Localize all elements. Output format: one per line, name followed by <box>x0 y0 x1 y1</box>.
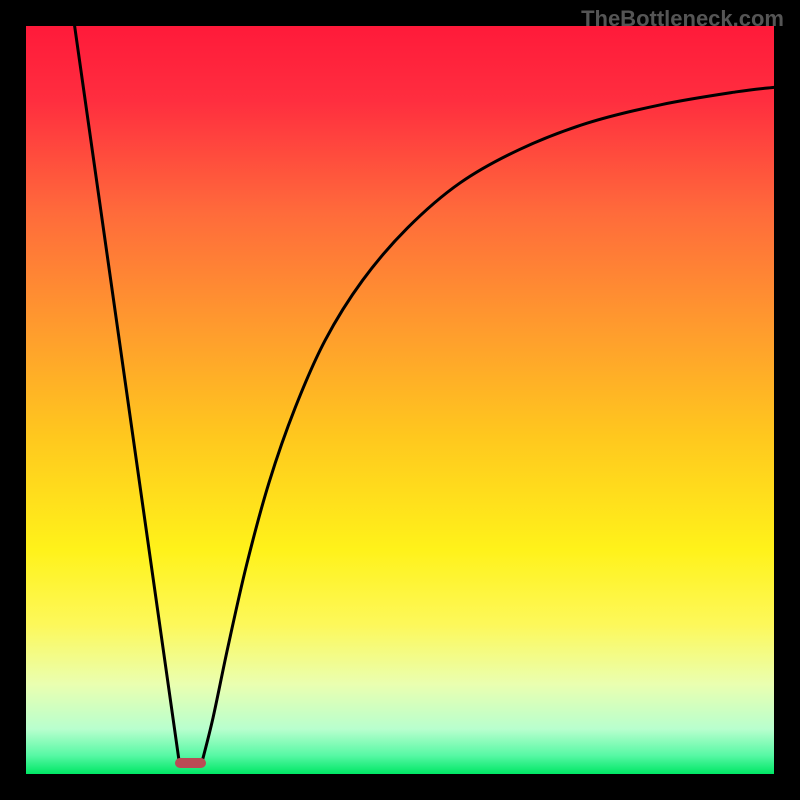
plot-area <box>26 26 774 774</box>
right-curve-path <box>202 87 774 762</box>
left-line-path <box>75 26 180 763</box>
chart-frame: TheBottleneck.com <box>0 0 800 800</box>
curve-layer <box>26 26 774 774</box>
watermark-text: TheBottleneck.com <box>581 6 784 32</box>
min-marker <box>175 758 206 768</box>
